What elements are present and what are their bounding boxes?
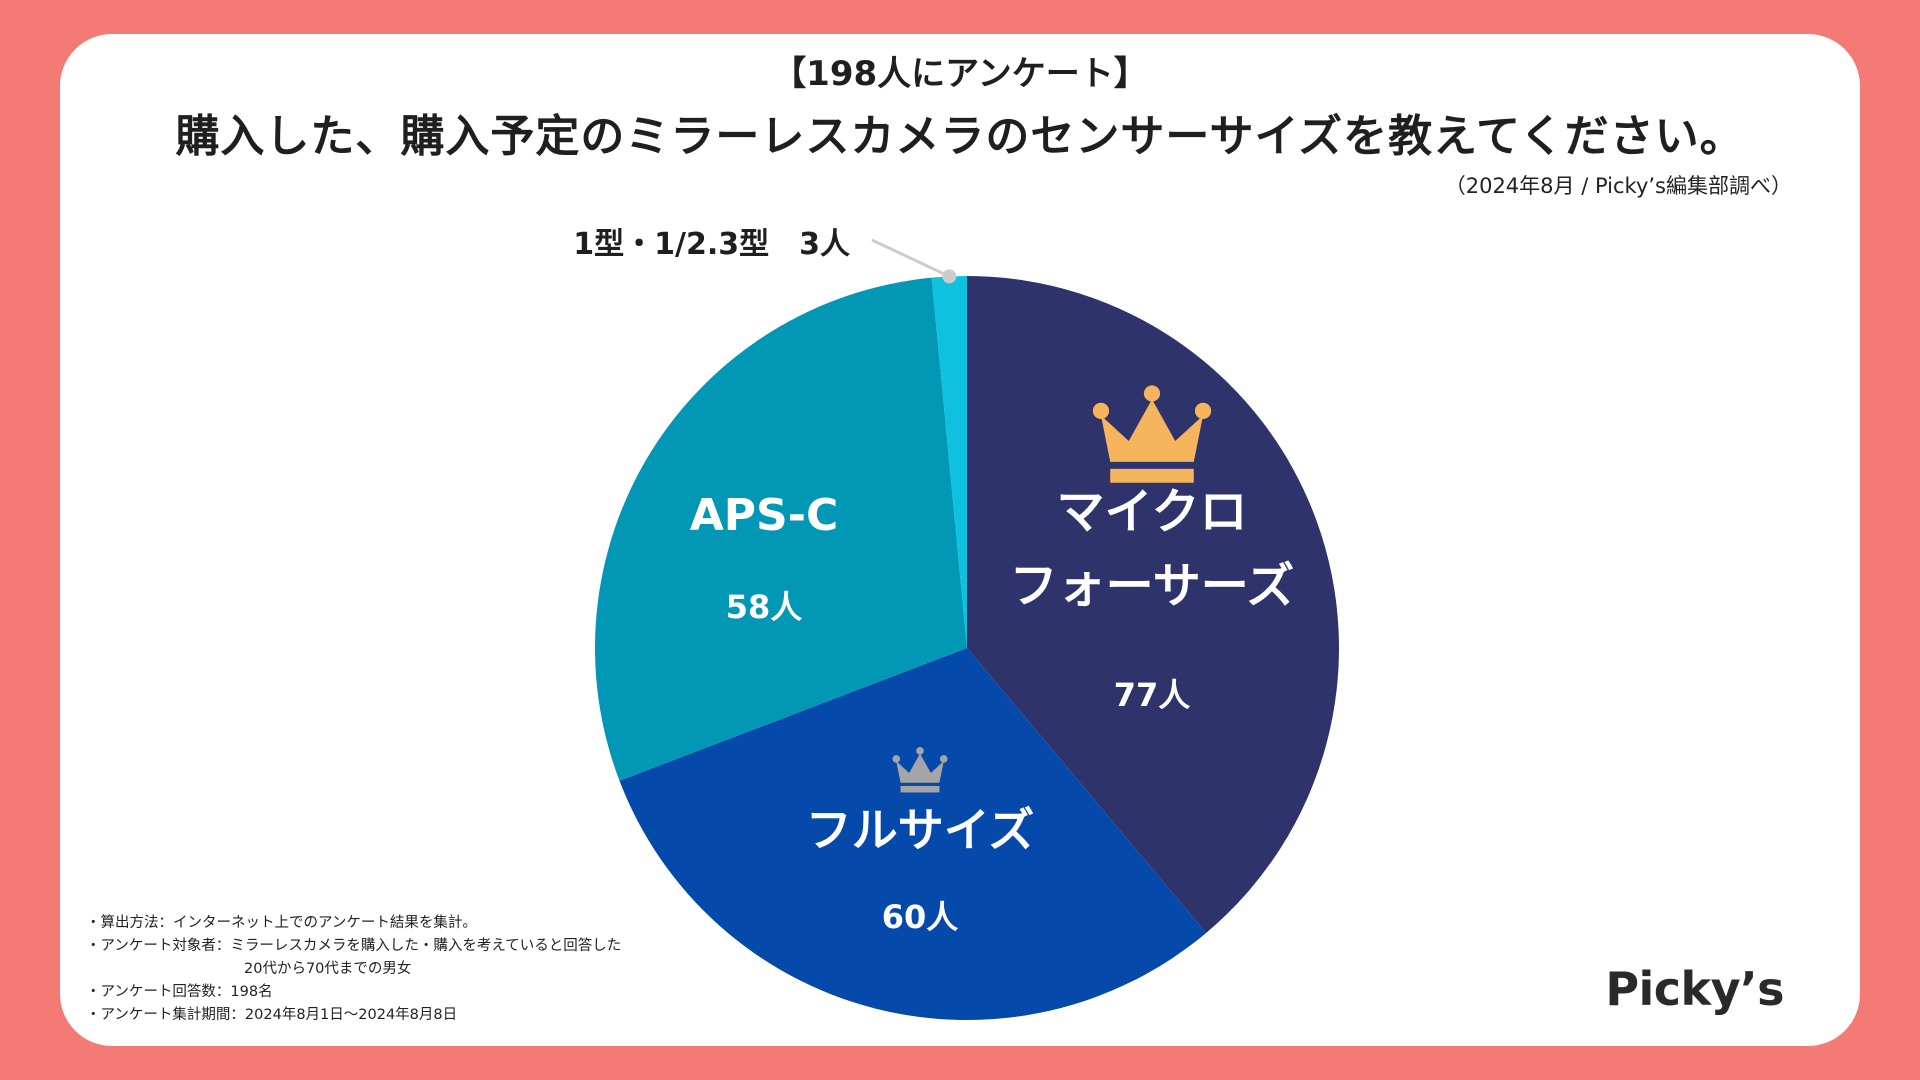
- note-method: ・算出方法：インターネット上でのアンケート結果を集計。: [86, 915, 477, 931]
- survey-notes: ・算出方法：インターネット上でのアンケート結果を集計。 ・アンケート対象者：ミラ…: [86, 912, 621, 1027]
- slice-name-label: フォーサーズ: [1010, 558, 1295, 614]
- slice-name-label: フルサイズ: [806, 803, 1035, 857]
- gold-crown-icon: [1092, 385, 1212, 483]
- pie-slice: [931, 276, 967, 648]
- note-target: ・アンケート対象者：ミラーレスカメラを購入した・購入を考えていると回答した: [86, 938, 622, 954]
- note-period: ・アンケート集計期間：2024年8月1日〜2024年8月8日: [86, 1007, 458, 1023]
- pie-slice: [967, 276, 1339, 933]
- slice-value-label: 77人: [1114, 676, 1191, 714]
- slice-value-label: 58人: [726, 588, 803, 626]
- callout-label: 1型・1/2.3型 3人: [573, 227, 850, 262]
- chart-title: 購入した、購入予定のミラーレスカメラのセンサーサイズを教えてください。: [175, 111, 1745, 162]
- chart-super-title: 【198人にアンケート】: [772, 54, 1148, 94]
- callout-line: [871, 238, 950, 278]
- silver-crown-icon: [892, 747, 948, 793]
- source-note: （2024年8月 / Picky’s編集部調べ）: [1444, 174, 1792, 198]
- note-count: ・アンケート回答数：198名: [86, 984, 273, 1000]
- slice-name-label: APS-C: [690, 490, 839, 541]
- slice-name-label: マイクロ: [1056, 484, 1247, 540]
- slice-value-label: 60人: [882, 898, 959, 936]
- pickys-logo: Picky’s: [1605, 962, 1784, 1016]
- note-target-continued: 20代から70代までの男女: [244, 961, 412, 977]
- pie-slice: [619, 648, 1207, 1020]
- callout-dot: [942, 269, 957, 284]
- pie-slice: [595, 277, 967, 781]
